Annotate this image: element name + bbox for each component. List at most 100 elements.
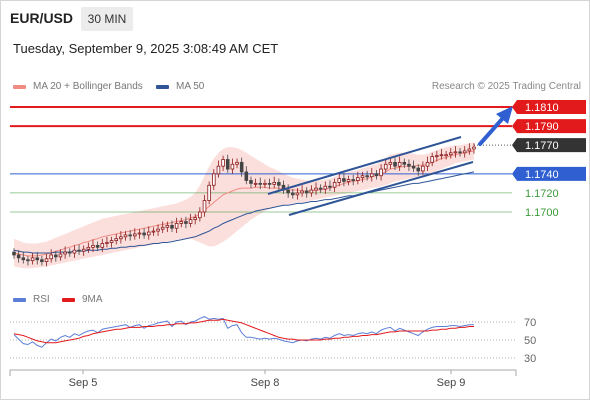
- candle-body: [67, 251, 72, 254]
- legend-label-9ma: 9MA: [82, 294, 103, 305]
- candle-body: [462, 150, 467, 154]
- candle-body: [54, 254, 58, 258]
- candle: [21, 252, 26, 264]
- moving-averages: [13, 150, 475, 257]
- price-tag-1.1790: 1.1790: [525, 121, 559, 133]
- ma20-swatch: [13, 84, 26, 89]
- candle-body: [351, 179, 355, 181]
- candle-body: [12, 251, 16, 256]
- candle-body: [258, 182, 263, 185]
- candle-body: [374, 173, 379, 177]
- candle: [72, 245, 77, 258]
- candle: [439, 149, 444, 160]
- candle: [337, 173, 342, 187]
- candle: [95, 241, 100, 252]
- rsi-line: [13, 316, 474, 348]
- candle-body: [95, 245, 100, 248]
- x-axis: Sep 5 Sep 8 Sep 9: [9, 369, 517, 389]
- candle-body: [202, 200, 207, 213]
- candle: [425, 156, 430, 171]
- candle-body: [225, 159, 230, 170]
- candle: [188, 213, 193, 228]
- candle: [212, 169, 216, 191]
- candle-body: [411, 165, 416, 169]
- candle: [174, 217, 179, 233]
- candle-body: [397, 161, 402, 167]
- timeframe-button[interactable]: 30 MIN: [81, 7, 133, 31]
- candle: [407, 159, 411, 171]
- candle-body: [407, 163, 411, 167]
- candle-body: [337, 178, 342, 183]
- candle-body: [156, 228, 160, 232]
- candle: [244, 166, 249, 185]
- price-tag-bg-1.1790: [512, 119, 586, 134]
- candle-body: [49, 254, 53, 260]
- candle: [388, 158, 393, 170]
- candle: [77, 244, 81, 255]
- candle: [295, 188, 300, 200]
- candle-body: [309, 189, 314, 194]
- candle: [26, 255, 30, 266]
- candle: [397, 156, 402, 171]
- candle-body: [91, 245, 95, 248]
- trend-channel: [267, 106, 513, 216]
- candle: [156, 224, 160, 236]
- candle-body: [277, 182, 281, 186]
- legend-item-ma20: MA 20 + Bollinger Bands: [13, 81, 143, 92]
- candle-body: [26, 259, 30, 262]
- candle-body: [35, 257, 40, 261]
- candle: [207, 181, 211, 205]
- candle: [142, 228, 146, 239]
- candle-body: [421, 165, 425, 172]
- candle-body: [100, 243, 105, 248]
- candle: [318, 184, 323, 193]
- candle-body: [369, 173, 374, 178]
- candle: [458, 148, 462, 157]
- candle: [435, 150, 439, 162]
- candle-body: [383, 163, 388, 170]
- candle-body: [151, 230, 156, 233]
- price-levels: [10, 106, 512, 213]
- candle: [360, 171, 365, 183]
- candle-body: [328, 185, 332, 188]
- candle-body: [160, 226, 165, 230]
- candle: [67, 248, 72, 257]
- candle: [16, 250, 21, 263]
- candle: [430, 152, 434, 167]
- rsi-swatch: [13, 297, 26, 302]
- candle-body: [235, 161, 239, 165]
- candle: [277, 178, 281, 191]
- ma20-line: [13, 150, 475, 257]
- candle-body: [379, 168, 383, 177]
- candle: [351, 174, 355, 186]
- candle: [393, 157, 397, 170]
- rsi-tick-30: 30: [524, 353, 536, 365]
- candle-body: [81, 248, 86, 252]
- candle-body: [207, 184, 211, 201]
- candle: [272, 176, 276, 189]
- candle: [198, 207, 202, 222]
- candle: [332, 178, 337, 192]
- candle: [379, 164, 383, 181]
- candle: [235, 158, 239, 169]
- candle-body: [72, 249, 77, 254]
- candle: [225, 154, 230, 173]
- candle: [133, 228, 137, 240]
- candle-body: [230, 163, 235, 170]
- candle: [49, 249, 53, 263]
- candle-body: [365, 175, 369, 178]
- candle-body: [142, 232, 146, 236]
- candle: [462, 146, 467, 158]
- candle: [472, 143, 476, 154]
- candle: [365, 170, 369, 181]
- candle: [416, 164, 421, 176]
- candle: [30, 253, 35, 265]
- candle-body: [304, 190, 309, 194]
- price-tag-1.1700: 1.1700: [525, 207, 559, 219]
- candle-body: [291, 192, 295, 196]
- price-tag-1.1740: 1.1740: [525, 169, 559, 181]
- legend-item-ma50: MA 50: [156, 81, 204, 92]
- candle: [346, 175, 351, 186]
- candle: [411, 160, 416, 172]
- candle-body: [253, 182, 258, 185]
